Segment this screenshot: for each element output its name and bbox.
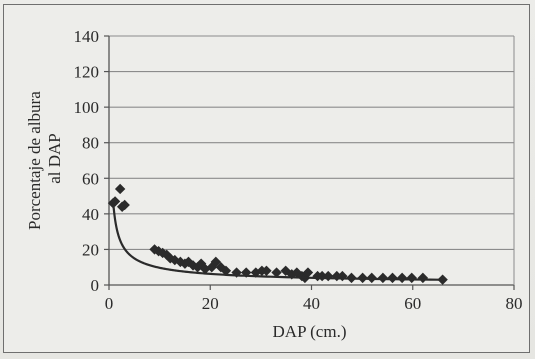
data-point-45 (406, 272, 417, 284)
data-point-21 (220, 265, 232, 276)
y-tick-label-20: 20 (82, 240, 99, 259)
y-tick-label-0: 0 (91, 276, 100, 295)
data-point-43 (387, 272, 398, 284)
y-tick-label-120: 120 (74, 63, 100, 82)
data-point-44 (396, 272, 408, 284)
data-point-27 (271, 267, 282, 278)
data-point-2 (114, 183, 126, 195)
y-axis-title-line-2: al DAP (45, 133, 64, 184)
y-axis-title: Porcentaje de albura al DAP (25, 87, 64, 230)
y-tick-label-140: 140 (74, 27, 100, 46)
x-tick-label-40: 40 (303, 294, 320, 313)
data-point-26 (261, 265, 272, 276)
x-tick-label-80: 80 (506, 294, 523, 313)
y-tick-label-100: 100 (74, 98, 100, 117)
y-tick-label-80: 80 (82, 134, 99, 153)
x-axis-title: DAP (cm.) (273, 322, 347, 341)
y-tick-label-40: 40 (82, 205, 99, 224)
x-tick-label-60: 60 (404, 294, 421, 313)
data-point-38 (337, 270, 348, 282)
data-point-17 (199, 263, 211, 275)
data-point-15 (192, 262, 203, 273)
x-tick-label-0: 0 (105, 294, 114, 313)
grid-lines (109, 35, 514, 250)
x-tick-label-20: 20 (202, 294, 219, 313)
data-points (107, 183, 448, 285)
data-point-42 (377, 272, 389, 284)
data-point-4 (119, 199, 130, 211)
axes (108, 36, 515, 286)
y-tick-labels: 0 20 40 60 80 100 120 140 (74, 27, 109, 295)
x-tick-labels: 0 20 40 60 80 (105, 285, 523, 313)
data-point-46 (417, 272, 429, 284)
power-trendline (111, 199, 444, 281)
y-tick-label-60: 60 (82, 169, 99, 188)
y-axis-title-line-1: Porcentaje de albura (25, 91, 44, 230)
data-point-33 (302, 267, 314, 278)
